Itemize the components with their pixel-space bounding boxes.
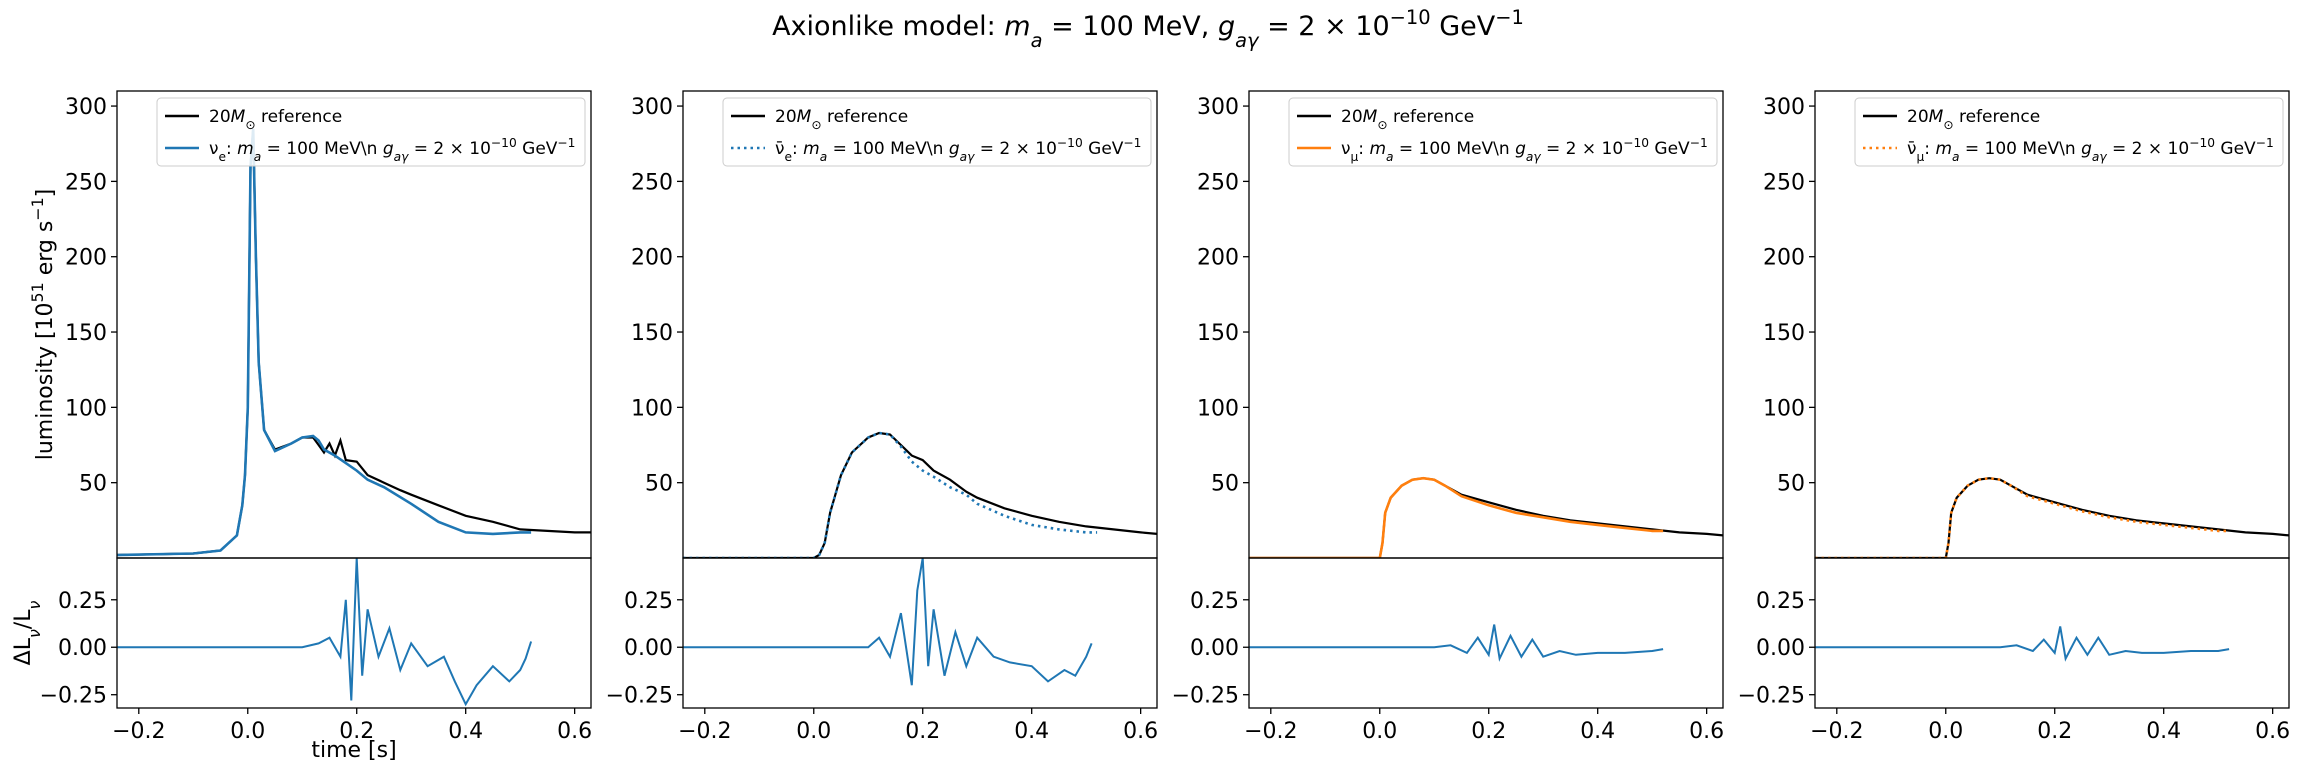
legend-label: 20M⊙ reference xyxy=(1341,107,1474,132)
series-line-reference xyxy=(117,128,591,557)
ratio-y-tick-label: −0.25 xyxy=(40,684,107,709)
y-tick-label: 100 xyxy=(631,396,673,421)
x-tick-label: 0.4 xyxy=(448,719,483,744)
x-axis-label: time [s] xyxy=(311,738,396,763)
ratio-y-tick-label: −0.25 xyxy=(1172,684,1239,709)
legend: 20M⊙ reference ν̄e: ma = 100 MeV\n gaγ = … xyxy=(722,97,1152,167)
ratio-axes-frame xyxy=(116,557,592,709)
x-tick-label: 0.2 xyxy=(2037,719,2072,744)
y-tick-label: 150 xyxy=(1197,321,1239,346)
y-tick-label: 250 xyxy=(631,170,673,195)
y-tick-label: 200 xyxy=(1197,246,1239,271)
panel-nu_e: 50 100 150 200 250 300 −0.25 0.00 0.25 −0.2 0.0 0.2… xyxy=(11,90,592,763)
series-line-axion xyxy=(1249,476,1664,558)
legend-box xyxy=(1288,97,1718,167)
x-tick-label: 0.4 xyxy=(1014,719,1049,744)
x-tick-label: 0.6 xyxy=(1689,719,1724,744)
legend-label: νμ: ma = 100 MeV\n gaγ = 2 × 10−10 GeV−1 xyxy=(1341,136,1708,164)
series-line-reference xyxy=(1249,477,1723,558)
panel-anti_nu_e: 50 100 150 200 250 300 −0.25 0.00 0.25 −0.2 0.0 0.2… xyxy=(606,90,1158,744)
x-tick-label: 0.0 xyxy=(796,719,831,744)
x-tick-label: −0.2 xyxy=(678,719,731,744)
legend-label: 20M⊙ reference xyxy=(209,107,342,132)
ratio-axes-frame xyxy=(682,557,1158,709)
x-tick-label: 0.2 xyxy=(339,719,374,744)
legend-box xyxy=(156,97,586,167)
series-line-axion xyxy=(683,431,1098,558)
y-tick-label: 200 xyxy=(65,246,107,271)
ratio-y-tick-label: 0.25 xyxy=(1756,589,1805,614)
y-tick-label: 150 xyxy=(65,321,107,346)
y-tick-label: 100 xyxy=(65,396,107,421)
series-line-reference xyxy=(1815,477,2289,558)
y-tick-label: 200 xyxy=(631,246,673,271)
panel-nu_mu: 50 100 150 200 250 300 −0.25 0.00 0.25 −0.2 0.0 0.2… xyxy=(1172,90,1724,744)
y-tick-label: 50 xyxy=(1211,472,1239,497)
y-axis-label: luminosity [1051 erg s−1] xyxy=(28,189,59,461)
ratio-y-tick-label: −0.25 xyxy=(1738,684,1805,709)
legend: 20M⊙ reference ν̄μ: ma = 100 MeV\n gaγ = … xyxy=(1854,97,2284,167)
x-tick-label: 0.0 xyxy=(1928,719,1963,744)
x-tick-label: 0.0 xyxy=(230,719,265,744)
y-tick-label: 50 xyxy=(645,472,673,497)
legend-label: ν̄e: ma = 100 MeV\n gaγ = 2 × 10−10 GeV−… xyxy=(775,136,1141,164)
y-tick-label: 250 xyxy=(1197,170,1239,195)
ratio-y-tick-label: 0.00 xyxy=(58,636,107,661)
ratio-y-tick-label: 0.25 xyxy=(624,589,673,614)
ratio-y-tick-label: −0.25 xyxy=(606,684,673,709)
ratio-axes-frame xyxy=(1248,557,1724,709)
ratio-y-tick-label: 0.00 xyxy=(1190,636,1239,661)
ratio-line xyxy=(117,558,533,707)
ratio-y-tick-label: 0.25 xyxy=(1190,589,1239,614)
ratio-y-axis-label: ΔLν/Lν xyxy=(11,601,44,666)
legend-label: 20M⊙ reference xyxy=(775,107,908,132)
series-line-axion xyxy=(1815,476,2230,558)
x-tick-label: 0.0 xyxy=(1362,719,1397,744)
x-tick-label: −0.2 xyxy=(1244,719,1297,744)
panel-anti_nu_mu: 50 100 150 200 250 300 −0.25 0.00 0.25 −0.2 0.0 0.2… xyxy=(1738,90,2290,744)
legend-box xyxy=(1854,97,2284,167)
y-tick-label: 200 xyxy=(1763,246,1805,271)
y-tick-label: 150 xyxy=(1763,321,1805,346)
ratio-axes-frame xyxy=(1814,557,2290,709)
y-tick-label: 250 xyxy=(65,170,107,195)
x-tick-label: −0.2 xyxy=(112,719,165,744)
y-tick-label: 150 xyxy=(631,321,673,346)
x-tick-label: 0.6 xyxy=(557,719,592,744)
x-tick-label: 0.2 xyxy=(905,719,940,744)
ratio-y-tick-label: 0.00 xyxy=(1756,636,1805,661)
x-tick-label: 0.4 xyxy=(1580,719,1615,744)
y-tick-label: 50 xyxy=(79,472,107,497)
x-tick-label: 0.4 xyxy=(2146,719,2181,744)
legend: 20M⊙ reference νe: ma = 100 MeV\n gaγ = 2… xyxy=(156,97,586,167)
x-tick-label: 0.6 xyxy=(1123,719,1158,744)
y-tick-label: 50 xyxy=(1777,472,1805,497)
y-tick-label: 100 xyxy=(1197,396,1239,421)
x-tick-label: −0.2 xyxy=(1810,719,1863,744)
y-tick-label: 300 xyxy=(1763,95,1805,120)
x-tick-label: 0.2 xyxy=(1471,719,1506,744)
ratio-line xyxy=(1815,626,2230,662)
panels: 50 100 150 200 250 300 −0.25 0.00 0.25 −0.2 0.0 0.2… xyxy=(11,90,2290,763)
legend-label: ν̄μ: ma = 100 MeV\n gaγ = 2 × 10−10 GeV−… xyxy=(1907,136,2274,164)
y-tick-label: 100 xyxy=(1763,396,1805,421)
ratio-line xyxy=(1249,624,1664,662)
y-tick-label: 300 xyxy=(65,95,107,120)
x-tick-label: 0.6 xyxy=(2255,719,2290,744)
legend-label: νe: ma = 100 MeV\n gaγ = 2 × 10−10 GeV−1 xyxy=(209,136,575,164)
y-tick-label: 300 xyxy=(1197,95,1239,120)
ratio-y-tick-label: 0.25 xyxy=(58,589,107,614)
figure-title: Axionlike model: ma = 100 MeV, gaγ = 2 ×… xyxy=(772,6,1524,52)
ratio-y-tick-label: 0.00 xyxy=(624,636,673,661)
legend-label: 20M⊙ reference xyxy=(1907,107,2040,132)
y-tick-label: 300 xyxy=(631,95,673,120)
legend-box xyxy=(722,97,1152,167)
series-line-reference xyxy=(683,431,1157,558)
legend: 20M⊙ reference νμ: ma = 100 MeV\n gaγ = 2… xyxy=(1288,97,1718,167)
ratio-line xyxy=(683,558,1093,686)
y-tick-label: 250 xyxy=(1763,170,1805,195)
series-line-axion xyxy=(117,128,532,557)
